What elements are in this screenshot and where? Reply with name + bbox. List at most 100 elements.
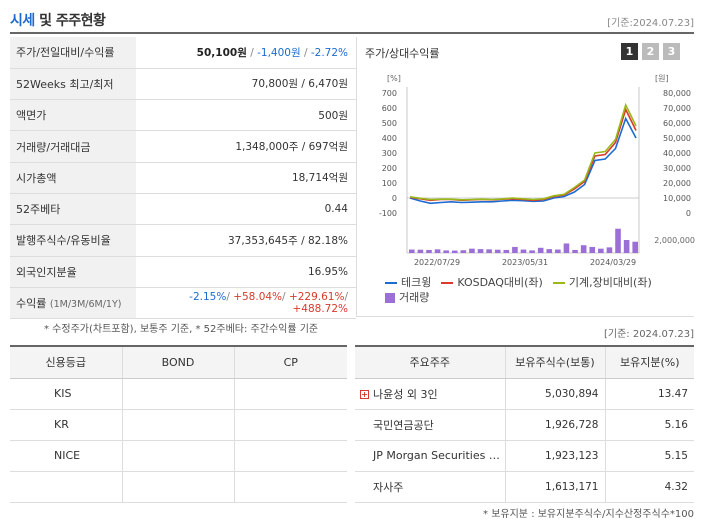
volume-value: 1,348,000주 / 697억원 (136, 130, 356, 163)
volume-bar (417, 249, 424, 253)
holder-shares: 1,613,171 (505, 471, 606, 503)
x-tick-label: 2024/03/29 (590, 258, 636, 267)
table-row: KIS (10, 378, 347, 410)
left-tick-label: 700 (382, 89, 397, 98)
table-row: 자사주 1,613,171 4.32 (355, 471, 694, 503)
holder-pct: 13.47 (605, 378, 694, 410)
x-tick-label: 2022/07/29 (414, 258, 460, 267)
mcap-label: 시가총액 (10, 162, 136, 194)
price-label: 주가/전일대비/수익률 (10, 37, 136, 69)
legend-line-icon (552, 281, 565, 284)
volume-bar (555, 249, 561, 253)
foreign-value: 16.95% (136, 256, 356, 288)
expand-plus-icon[interactable]: + (360, 389, 369, 399)
right-tick-label: 80,000 (663, 89, 691, 98)
left-tick-label: 600 (382, 104, 397, 113)
volume-bar (426, 249, 432, 253)
right-tick-label: 40,000 (663, 149, 691, 158)
left-tick-label: 400 (382, 134, 397, 143)
holder-pct: 5.15 (605, 440, 694, 472)
price-value: 50,100원 / -1,400원 / -2.72% (136, 37, 356, 69)
legend-line-icon (385, 281, 397, 284)
volume-bar (512, 246, 518, 253)
left-tick-label: 200 (382, 164, 397, 173)
table-row: 수익률 (1M/3M/6M/1Y) -2.15%/ +58.04%/ +229.… (10, 287, 356, 320)
chart-page-1-button[interactable]: 1 (621, 43, 638, 60)
section-title: 시세 및 주주현황 (10, 13, 106, 29)
right-tick-label: 50,000 (663, 134, 691, 143)
holder-name: JP Morgan Securities … (355, 440, 506, 472)
table-row: KR (10, 409, 347, 441)
legend-item[interactable]: 거래량 (385, 290, 429, 305)
mcap-value: 18,714억원 (136, 162, 356, 194)
legend-item[interactable]: 기계,장비대비(좌) (552, 275, 652, 290)
table-row: 거래량/거래대금 1,348,000주 / 697억원 (10, 130, 356, 163)
volume-bar (451, 250, 458, 253)
legend-item[interactable]: KOSDAQ대비(좌) (441, 275, 543, 290)
return-label: 수익률 (1M/3M/6M/1Y) (10, 287, 136, 320)
series-line (409, 116, 637, 205)
table-row: 주가/전일대비/수익률 50,100원 / -1,400원 / -2.72% (10, 37, 356, 69)
volume-bar (580, 245, 587, 253)
volume-bar (443, 250, 449, 253)
table-row (10, 471, 347, 503)
major-shareholders-table: 주요주주 보유주식수(보통) 보유지분(%) + 나윤성 외 3인 5,030,8… (355, 345, 694, 503)
left-tick-label: 500 (382, 119, 397, 128)
volume-bar (537, 247, 544, 253)
volume-bar (563, 243, 570, 253)
right-axis-unit: [원] (655, 74, 669, 83)
holder-pct: 4.32 (605, 471, 694, 503)
volume-bar (546, 249, 553, 253)
right-tick-label: 10,000 (663, 194, 691, 203)
price-note: * 수정주가(차트포함), 보통주 기준, * 52주베타: 주간수익률 기준 (44, 324, 319, 335)
volume-bar (486, 249, 492, 253)
w52-value: 70,800원 / 6,470원 (136, 68, 356, 101)
left-tick-label: -100 (379, 209, 397, 218)
holders-header: 보유지분(%) (605, 346, 694, 379)
holder-pct: 5.16 (605, 409, 694, 441)
volume-bar (409, 249, 415, 253)
chart-legend: 테크윙 KOSDAQ대비(좌) 기계,장비대비(좌) 거래량 (385, 275, 685, 305)
table-row: 시가총액 18,714억원 (10, 162, 356, 194)
par-label: 액면가 (10, 99, 136, 132)
left-axis-unit: [%] (387, 74, 401, 83)
volume-bar (623, 240, 630, 253)
table-row: 국민연금공단 1,926,728 5.16 (355, 409, 694, 441)
volume-bar (469, 248, 475, 253)
table-row: 액면가 500원 (10, 99, 356, 132)
chart-page-3-button[interactable]: 3 (663, 43, 680, 60)
table-row: 발행주식수/유동비율 37,353,645주 / 82.18% (10, 224, 356, 257)
series-line (409, 102, 637, 201)
credit-header: CP (234, 346, 347, 379)
par-value: 500원 (136, 99, 356, 132)
shares-label: 발행주식수/유동비율 (10, 224, 136, 257)
holder-name: 자사주 (355, 471, 506, 503)
foreign-label: 외국인지분율 (10, 256, 136, 288)
right-tick-label: 0 (686, 209, 691, 218)
chart-page-2-button[interactable]: 2 (642, 43, 659, 60)
volume-bar (460, 250, 467, 253)
chart-base-date: [기준: 2024.07.23] (603, 329, 694, 340)
price-chart: [%] [원] 700 600 500 400 300 200 100 0 -100 80,00… (379, 74, 695, 267)
legend-item[interactable]: 테크윙 (385, 275, 431, 290)
credit-header: 신용등급 (10, 346, 123, 379)
holder-shares: 1,923,123 (505, 440, 606, 472)
right-tick-label: 70,000 (663, 104, 691, 113)
volume-bar (477, 249, 484, 253)
table-row: 52Weeks 최고/최저 70,800원 / 6,470원 (10, 68, 356, 101)
base-date: [기준:2024.07.23] (607, 18, 694, 29)
section-header: 시세 및 주주현황 [기준:2024.07.23] (10, 8, 694, 34)
volume-bar (589, 246, 596, 253)
volume-bar (434, 249, 441, 253)
w52-label: 52Weeks 최고/최저 (10, 68, 136, 101)
credit-header: BOND (122, 346, 235, 379)
volume-label: 거래량/거래대금 (10, 130, 136, 163)
volume-bar (606, 247, 613, 253)
holder-name[interactable]: + 나윤성 외 3인 (355, 378, 506, 410)
table-row: NICE (10, 440, 347, 472)
return-value: -2.15%/ +58.04%/ +229.61%/ +488.72% (136, 287, 356, 320)
holder-shares: 5,030,894 (505, 378, 606, 410)
x-tick-label: 2023/05/31 (502, 258, 548, 267)
shares-value: 37,353,645주 / 82.18% (136, 224, 356, 257)
left-tick-label: 100 (382, 179, 397, 188)
